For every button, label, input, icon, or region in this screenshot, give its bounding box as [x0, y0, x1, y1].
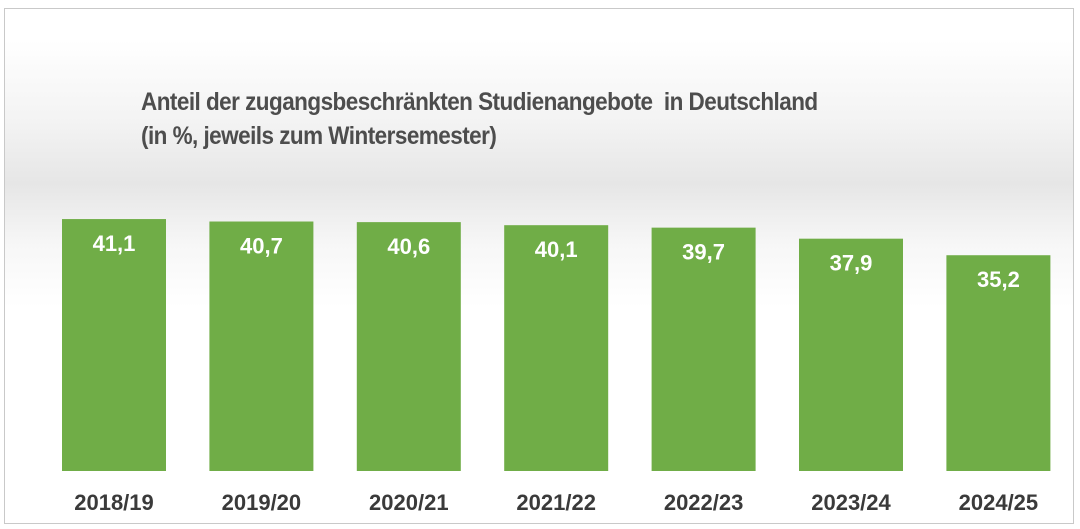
x-tick-label: 2020/21 — [369, 490, 449, 515]
bar-2019-20 — [209, 221, 314, 471]
x-tick-label: 2023/24 — [811, 490, 891, 515]
x-tick-label: 2018/19 — [74, 490, 154, 515]
bar-value-label: 37,9 — [830, 251, 873, 276]
chart-subtitle: (in %, jeweils zum Wintersemester) — [141, 122, 497, 150]
x-tick-label: 2019/20 — [222, 490, 302, 515]
chart-title-block: Anteil der zugangsbeschränkten Studienan… — [141, 85, 818, 153]
bar-value-label: 40,7 — [240, 234, 283, 259]
x-axis-tick-labels: 2018/19 2019/20 2020/21 2021/22 2022/23 2023/… — [74, 490, 1038, 515]
bar-value-label: 40,6 — [387, 234, 430, 259]
bar-2024-25 — [946, 255, 1051, 471]
x-tick-label: 2021/22 — [516, 490, 596, 515]
bar-value-label: 35,2 — [977, 267, 1020, 292]
bar-2020-21 — [356, 222, 461, 471]
bar-2021-22 — [504, 225, 609, 471]
bar-2022-23 — [651, 227, 756, 471]
bar-2023-24 — [799, 238, 903, 471]
x-tick-label: 2022/23 — [664, 490, 744, 515]
bar-value-label: 39,7 — [682, 240, 725, 265]
bar-value-label: 41,1 — [93, 231, 136, 256]
bar-value-label: 40,1 — [535, 237, 578, 262]
value-labels-group: 41,1 40,7 40,6 40,1 39,7 37,9 35,2 — [93, 231, 1020, 292]
bars-group — [62, 219, 1051, 471]
bar-2018-19 — [62, 219, 166, 471]
chart-title: Anteil der zugangsbeschränkten Studienan… — [141, 88, 818, 116]
x-tick-label: 2024/25 — [959, 490, 1039, 515]
